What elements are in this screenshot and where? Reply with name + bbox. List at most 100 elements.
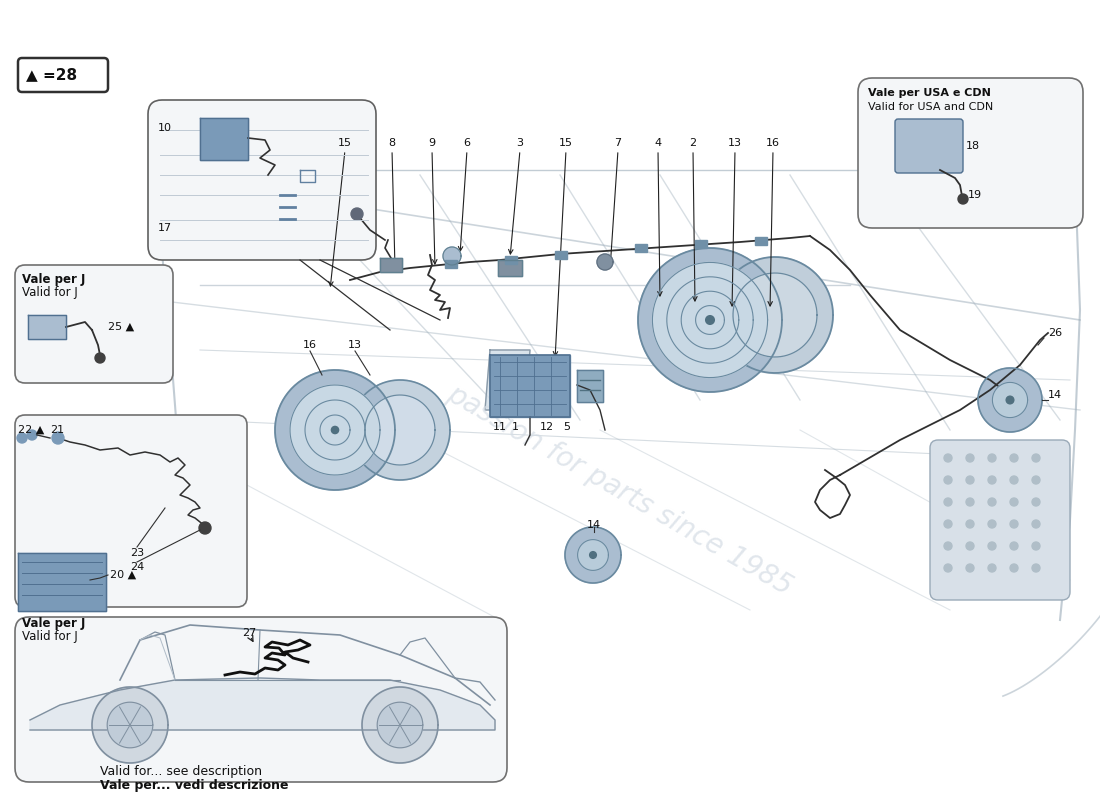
- Circle shape: [966, 520, 974, 528]
- Circle shape: [95, 353, 104, 363]
- Text: 15: 15: [559, 138, 573, 148]
- Circle shape: [305, 400, 365, 460]
- Circle shape: [1006, 396, 1014, 404]
- Circle shape: [1010, 564, 1018, 572]
- Bar: [635, 244, 647, 252]
- Circle shape: [966, 454, 974, 462]
- Circle shape: [944, 520, 952, 528]
- Circle shape: [92, 687, 168, 763]
- Circle shape: [944, 542, 952, 550]
- Bar: [446, 260, 456, 268]
- Bar: [28, 315, 66, 339]
- Circle shape: [944, 454, 952, 462]
- Circle shape: [667, 277, 754, 363]
- Circle shape: [578, 540, 608, 570]
- Text: 17: 17: [158, 223, 172, 233]
- Circle shape: [377, 702, 422, 748]
- Circle shape: [958, 194, 968, 204]
- FancyBboxPatch shape: [895, 119, 962, 173]
- Circle shape: [706, 316, 714, 324]
- Circle shape: [652, 262, 768, 378]
- Bar: [498, 260, 522, 276]
- Text: Valid for J: Valid for J: [22, 286, 78, 299]
- Circle shape: [988, 520, 996, 528]
- FancyBboxPatch shape: [15, 415, 248, 607]
- Text: Vale per J: Vale per J: [22, 273, 86, 286]
- Circle shape: [1010, 454, 1018, 462]
- Circle shape: [52, 432, 64, 444]
- Circle shape: [966, 564, 974, 572]
- FancyBboxPatch shape: [18, 58, 108, 92]
- Circle shape: [199, 522, 211, 534]
- Text: 5: 5: [563, 422, 570, 432]
- Circle shape: [28, 430, 37, 440]
- FancyBboxPatch shape: [930, 440, 1070, 600]
- Text: 11: 11: [493, 422, 507, 432]
- FancyBboxPatch shape: [15, 265, 173, 383]
- Circle shape: [362, 687, 438, 763]
- Circle shape: [350, 380, 450, 480]
- Bar: [505, 256, 517, 264]
- Text: Vale per USA e CDN: Vale per USA e CDN: [868, 88, 991, 98]
- Circle shape: [988, 564, 996, 572]
- Text: Valid for J: Valid for J: [22, 630, 78, 643]
- Bar: [556, 251, 566, 259]
- Bar: [490, 355, 570, 417]
- Circle shape: [107, 702, 153, 748]
- Text: 14: 14: [1048, 390, 1063, 400]
- Text: 23: 23: [130, 548, 144, 558]
- Text: passion for parts since 1985: passion for parts since 1985: [442, 379, 798, 601]
- Text: Vale per J: Vale per J: [22, 617, 86, 630]
- Circle shape: [966, 542, 974, 550]
- Polygon shape: [30, 678, 495, 730]
- Text: 8: 8: [388, 138, 396, 148]
- Text: 24: 24: [130, 562, 144, 572]
- Text: 10: 10: [158, 123, 172, 133]
- Text: 15: 15: [338, 138, 352, 148]
- Circle shape: [1010, 520, 1018, 528]
- Circle shape: [1010, 542, 1018, 550]
- Text: 22 ▲: 22 ▲: [18, 425, 44, 435]
- Circle shape: [978, 368, 1042, 432]
- FancyBboxPatch shape: [148, 100, 376, 260]
- Text: Valid for USA and CDN: Valid for USA and CDN: [868, 102, 993, 112]
- Circle shape: [590, 552, 596, 558]
- Text: 13: 13: [728, 138, 743, 148]
- Bar: [200, 118, 248, 160]
- Circle shape: [331, 426, 339, 434]
- Bar: [695, 240, 707, 248]
- Circle shape: [275, 370, 395, 490]
- Bar: [578, 370, 603, 402]
- FancyBboxPatch shape: [15, 617, 507, 782]
- Circle shape: [1010, 498, 1018, 506]
- Circle shape: [1032, 498, 1040, 506]
- Circle shape: [733, 273, 817, 357]
- Circle shape: [988, 454, 996, 462]
- Text: 16: 16: [302, 340, 317, 350]
- Text: 3: 3: [517, 138, 524, 148]
- Text: 12: 12: [540, 422, 554, 432]
- Circle shape: [988, 542, 996, 550]
- Text: 26: 26: [1048, 328, 1063, 338]
- Circle shape: [992, 382, 1027, 418]
- Text: 18: 18: [966, 141, 980, 151]
- Text: 27: 27: [242, 628, 256, 638]
- Polygon shape: [485, 350, 530, 410]
- Text: ▲ =28: ▲ =28: [26, 67, 77, 82]
- Circle shape: [966, 498, 974, 506]
- Text: Vale per... vedi descrizione: Vale per... vedi descrizione: [100, 779, 288, 793]
- Circle shape: [1032, 476, 1040, 484]
- Circle shape: [1032, 520, 1040, 528]
- Text: 9: 9: [428, 138, 436, 148]
- Text: 25 ▲: 25 ▲: [108, 322, 134, 332]
- Bar: [755, 237, 767, 245]
- Text: 21: 21: [50, 425, 64, 435]
- Circle shape: [565, 527, 621, 583]
- Circle shape: [1010, 476, 1018, 484]
- Text: 1: 1: [512, 422, 519, 432]
- Text: 14: 14: [587, 520, 601, 530]
- Text: 2: 2: [690, 138, 696, 148]
- Text: 4: 4: [654, 138, 661, 148]
- FancyBboxPatch shape: [858, 78, 1084, 228]
- Circle shape: [16, 433, 28, 443]
